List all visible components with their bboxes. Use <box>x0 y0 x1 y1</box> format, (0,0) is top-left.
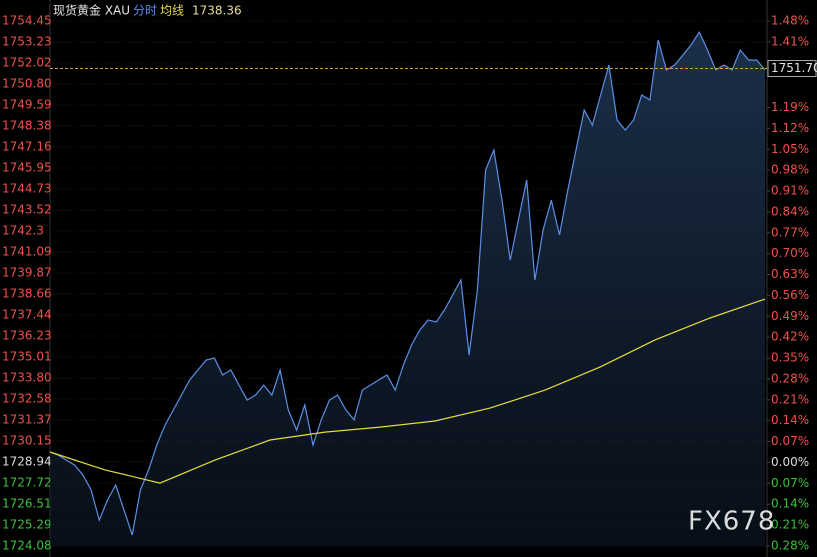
y-tick-label: 1733.80 <box>2 370 52 384</box>
y2-tick-label: 1.12% <box>771 121 809 135</box>
y-tick-label: 1731.37 <box>2 412 52 426</box>
y-tick-label: 1739.87 <box>2 266 52 280</box>
y-tick-label: 1743.52 <box>2 202 52 216</box>
y2-tick-label: 0.91% <box>771 184 809 198</box>
y2-tick-label: 1.19% <box>771 100 809 114</box>
y2-tick-label: 0.49% <box>771 309 809 323</box>
y-tick-label: 1744.73 <box>2 182 52 196</box>
y2-tick-label: 0.70% <box>771 246 809 260</box>
y2-tick-label: 0.14% <box>771 413 809 427</box>
y2-tick-label: 0.84% <box>771 204 809 218</box>
y2-tick-label: 0.42% <box>771 330 809 344</box>
y-tick-label: 1726.51 <box>2 496 52 510</box>
y-tick-label: 1747.16 <box>2 140 52 154</box>
legend-entry: 分时 <box>133 4 157 18</box>
y2-tick-label: 0.28% <box>771 371 809 385</box>
y2-tick-label: 0.98% <box>771 163 809 177</box>
legend-entry: 均线 <box>160 4 184 18</box>
y-tick-label: 1732.58 <box>2 392 52 406</box>
y-tick-label: 1736.23 <box>2 328 52 342</box>
y2-tick-label: 1.48% <box>771 14 809 28</box>
y-tick-label: 1754.45 <box>2 14 52 28</box>
y2-tick-label: 0.77% <box>771 225 809 239</box>
legend-value: 1738.36 <box>192 4 242 18</box>
y-tick-label: 1741.09 <box>2 244 52 258</box>
price-line <box>49 30 766 536</box>
y2-tick-label: 0.07% <box>771 434 809 448</box>
y-tick-label: 1748.38 <box>2 118 52 132</box>
y-tick-label: 1752.02 <box>2 56 52 70</box>
y-tick-label: 1735.01 <box>2 350 52 364</box>
y-tick-label: 1749.59 <box>2 98 52 112</box>
y2-tick-label: 0.14% <box>771 497 809 511</box>
y2-tick-label: 0.00% <box>771 455 809 469</box>
y-tick-label: 1738.66 <box>2 286 52 300</box>
last-price-box <box>767 60 817 78</box>
y-tick-label: 1737.44 <box>2 308 52 322</box>
plot-area: 1754.45 1753.23 1752.02 1750.80 1749.59 1748.… <box>2 14 817 553</box>
y2-tick-label: 1.05% <box>771 142 809 156</box>
price-area <box>50 32 765 547</box>
y2-tick-label: 0.21% <box>771 518 809 532</box>
y-tick-label: 1727.72 <box>2 476 52 490</box>
y2-tick-label: 0.35% <box>771 351 809 365</box>
average-line <box>49 298 766 484</box>
y-tick-label: 1745.95 <box>2 160 52 174</box>
y-tick-label: 1725.29 <box>2 518 52 532</box>
watermark: FX678 <box>688 507 775 537</box>
y-tick-label: 1724.08 <box>2 539 52 553</box>
y-tick-label: 1728.94 <box>2 454 52 468</box>
y-tick-label: 1742.3 <box>2 224 44 238</box>
y-tick-label: 1750.80 <box>2 77 52 91</box>
last-price-label: 1751.70 <box>771 61 817 75</box>
y2-tick-label: 0.56% <box>771 288 809 302</box>
y2-tick-label: 1.41% <box>771 34 809 48</box>
y2-tick-label: 0.07% <box>771 476 809 490</box>
y2-tick-label: 0.63% <box>771 267 809 281</box>
chart-title: 现货黄金 XAU <box>53 3 130 18</box>
y2-tick-label: 0.21% <box>771 392 809 406</box>
y-tick-label: 1753.23 <box>2 35 52 49</box>
y-tick-label: 1730.15 <box>2 434 52 448</box>
y2-tick-label: 0.28% <box>771 539 809 553</box>
